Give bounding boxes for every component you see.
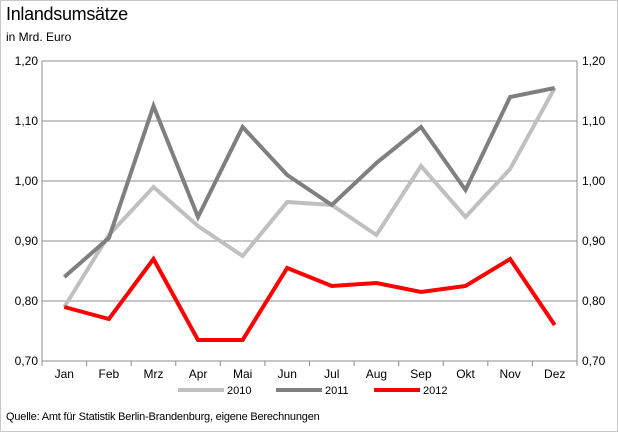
- x-tick-label: Okt: [456, 367, 475, 381]
- y-tick-label-left: 0,80: [15, 294, 39, 308]
- y-tick-label-left: 1,20: [15, 54, 39, 68]
- x-tick-label: Nov: [499, 367, 520, 381]
- x-tick-label: Jul: [324, 367, 339, 381]
- x-tick-label: Aug: [366, 367, 387, 381]
- y-tick-label-left: 1,00: [15, 174, 39, 188]
- series-line-2010: [62, 87, 557, 309]
- x-tick-label: Sep: [410, 367, 432, 381]
- x-tick-label: Mai: [233, 367, 252, 381]
- legend-label-2012: 2012: [423, 385, 447, 397]
- x-tick-label: Dez: [544, 367, 565, 381]
- x-tick-label: Apr: [189, 367, 208, 381]
- legend-label-2010: 2010: [227, 385, 251, 397]
- x-tick-label: Jun: [278, 367, 297, 381]
- y-tick-label-left: 1,10: [15, 114, 39, 128]
- chart-subtitle: in Mrd. Euro: [6, 30, 72, 44]
- x-tick-label: Jan: [55, 367, 74, 381]
- series-line-2012: [63, 255, 557, 342]
- chart-title: Inlandsumsätze: [6, 4, 128, 24]
- series-line-2011: [62, 86, 556, 279]
- y-tick-label-right: 1,20: [582, 54, 606, 68]
- y-tick-label-right: 0,70: [582, 354, 606, 368]
- y-tick-label-right: 0,90: [582, 234, 606, 248]
- plot-area: [41, 60, 578, 362]
- y-tick-label-right: 1,10: [582, 114, 606, 128]
- legend-label-2011: 2011: [325, 385, 349, 397]
- y-tick-label-left: 0,70: [15, 354, 39, 368]
- y-tick-label-left: 0,90: [15, 234, 39, 248]
- y-tick-label-right: 1,00: [582, 174, 606, 188]
- x-tick-label: Feb: [99, 367, 120, 381]
- chart-source: Quelle: Amt für Statistik Berlin-Branden…: [6, 411, 320, 423]
- x-tick-label: Mrz: [143, 367, 163, 381]
- y-tick-label-right: 0,80: [582, 294, 606, 308]
